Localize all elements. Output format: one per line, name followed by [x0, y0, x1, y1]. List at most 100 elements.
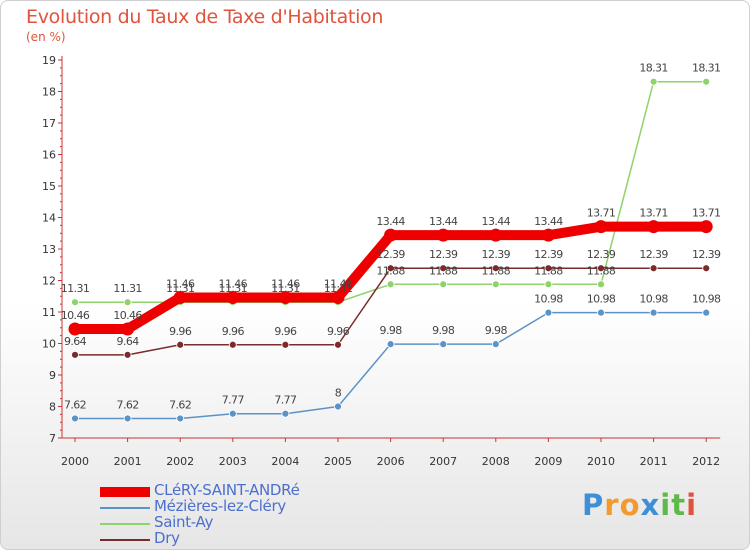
y-tick-label: 15	[42, 180, 56, 193]
x-tick-label: 2001	[114, 455, 142, 468]
data-label: 10.98	[587, 293, 616, 306]
data-labels-layer: 10.46 10.46 11.46 11.46 11.46 11.46 13.44 13.44…	[61, 62, 722, 412]
y-tick-label: 18	[42, 86, 56, 99]
data-point	[699, 220, 713, 234]
data-point	[436, 228, 450, 242]
x-tick-label: 2012	[692, 455, 720, 468]
data-point	[176, 414, 185, 423]
data-point	[386, 280, 395, 289]
data-point	[121, 322, 135, 336]
y-tick-label: 19	[42, 54, 56, 67]
data-point	[649, 308, 658, 317]
brand-letter: t	[671, 488, 687, 522]
data-point	[334, 402, 342, 411]
y-tick-label: 7	[49, 432, 56, 445]
data-label: 11.31	[113, 282, 142, 295]
data-label: 12.39	[376, 248, 405, 261]
legend: CLéRY-SAINT-ANDRé Mézières-lez-Cléry Saint…	[100, 481, 360, 548]
data-point	[594, 220, 608, 234]
data-label: 9.96	[222, 325, 245, 338]
data-point	[702, 77, 711, 86]
data-point	[491, 264, 500, 273]
data-point	[439, 340, 448, 349]
brand-letter: r	[604, 488, 620, 522]
data-label: 18.31	[639, 62, 668, 75]
data-point	[597, 280, 605, 289]
data-label: 9.98	[380, 324, 403, 337]
data-label: 11.88	[376, 264, 405, 277]
data-label: 11.88	[534, 264, 563, 277]
y-tick-label: 13	[42, 243, 56, 256]
y-tick-label: 16	[42, 149, 56, 162]
brand-letter: o	[619, 488, 641, 522]
data-point	[123, 350, 132, 359]
y-tick-label: 17	[42, 117, 56, 130]
brand-letter: i	[686, 488, 698, 522]
data-label: 7.62	[169, 398, 191, 411]
data-label: 10.46	[113, 309, 142, 322]
data-label: 9.96	[169, 325, 192, 338]
data-point	[71, 350, 79, 359]
data-label: 12.39	[482, 248, 511, 261]
brand-logo: Proxiti	[582, 488, 697, 522]
data-label: 7.77	[274, 394, 297, 407]
legend-label: Saint-Ay	[154, 513, 214, 531]
data-label: 11.88	[429, 264, 458, 277]
data-label: 13.44	[482, 215, 511, 228]
y-tick-label: 8	[49, 401, 56, 414]
data-label: 11.31	[61, 282, 90, 295]
data-label: 11.46	[166, 278, 195, 291]
x-tick-label: 2004	[271, 455, 299, 468]
data-label: 10.98	[692, 293, 721, 306]
y-tick-label: 10	[42, 338, 56, 351]
legend-swatch	[100, 507, 150, 509]
legend-label: Mézières-lez-Cléry	[154, 497, 286, 515]
data-point	[281, 340, 290, 349]
legend-item: Dry	[100, 529, 360, 548]
x-tick-label: 2003	[219, 455, 247, 468]
data-label: 8	[335, 387, 342, 400]
y-tick-label: 11	[42, 306, 56, 319]
data-point	[597, 264, 605, 273]
data-label: 7.77	[222, 394, 245, 407]
data-label: 12.39	[429, 248, 458, 261]
data-label: 10.98	[534, 293, 563, 306]
data-point	[71, 298, 79, 307]
data-label: 13.71	[587, 207, 616, 220]
data-label: 12.39	[639, 248, 668, 261]
legend-swatch	[100, 539, 150, 541]
x-tick-label: 2006	[377, 455, 405, 468]
x-tick-label: 2010	[587, 455, 615, 468]
data-point	[702, 308, 711, 317]
data-point	[649, 264, 658, 273]
data-point	[649, 77, 658, 86]
data-point	[68, 322, 82, 336]
data-point	[491, 340, 500, 349]
data-label: 9.96	[274, 325, 297, 338]
data-label: 9.64	[117, 335, 140, 348]
x-tick-label: 2011	[640, 455, 668, 468]
series-1	[71, 308, 711, 423]
data-label: 12.39	[587, 248, 616, 261]
data-label: 11.46	[324, 278, 353, 291]
data-label: 7.62	[64, 398, 86, 411]
data-point	[489, 228, 503, 242]
data-point	[544, 264, 553, 273]
data-point	[71, 414, 79, 423]
axes: 7 8 9 10 11 12 13 14 15 16 17 18 19 2000 2001 2002 2003 2…	[42, 54, 721, 468]
data-point	[647, 220, 661, 234]
data-point	[228, 340, 237, 349]
y-tick-label: 12	[42, 275, 56, 288]
data-label: 11.31	[324, 282, 353, 295]
data-label: 12.39	[692, 248, 721, 261]
data-label: 13.71	[639, 207, 668, 220]
data-point	[228, 409, 237, 418]
data-point	[123, 414, 132, 423]
data-point	[281, 409, 290, 418]
x-tick-label: 2000	[61, 455, 89, 468]
data-label: 13.44	[376, 215, 405, 228]
brand-letter: x	[640, 488, 661, 522]
data-label: 12.39	[534, 248, 563, 261]
data-label: 13.71	[692, 207, 721, 220]
